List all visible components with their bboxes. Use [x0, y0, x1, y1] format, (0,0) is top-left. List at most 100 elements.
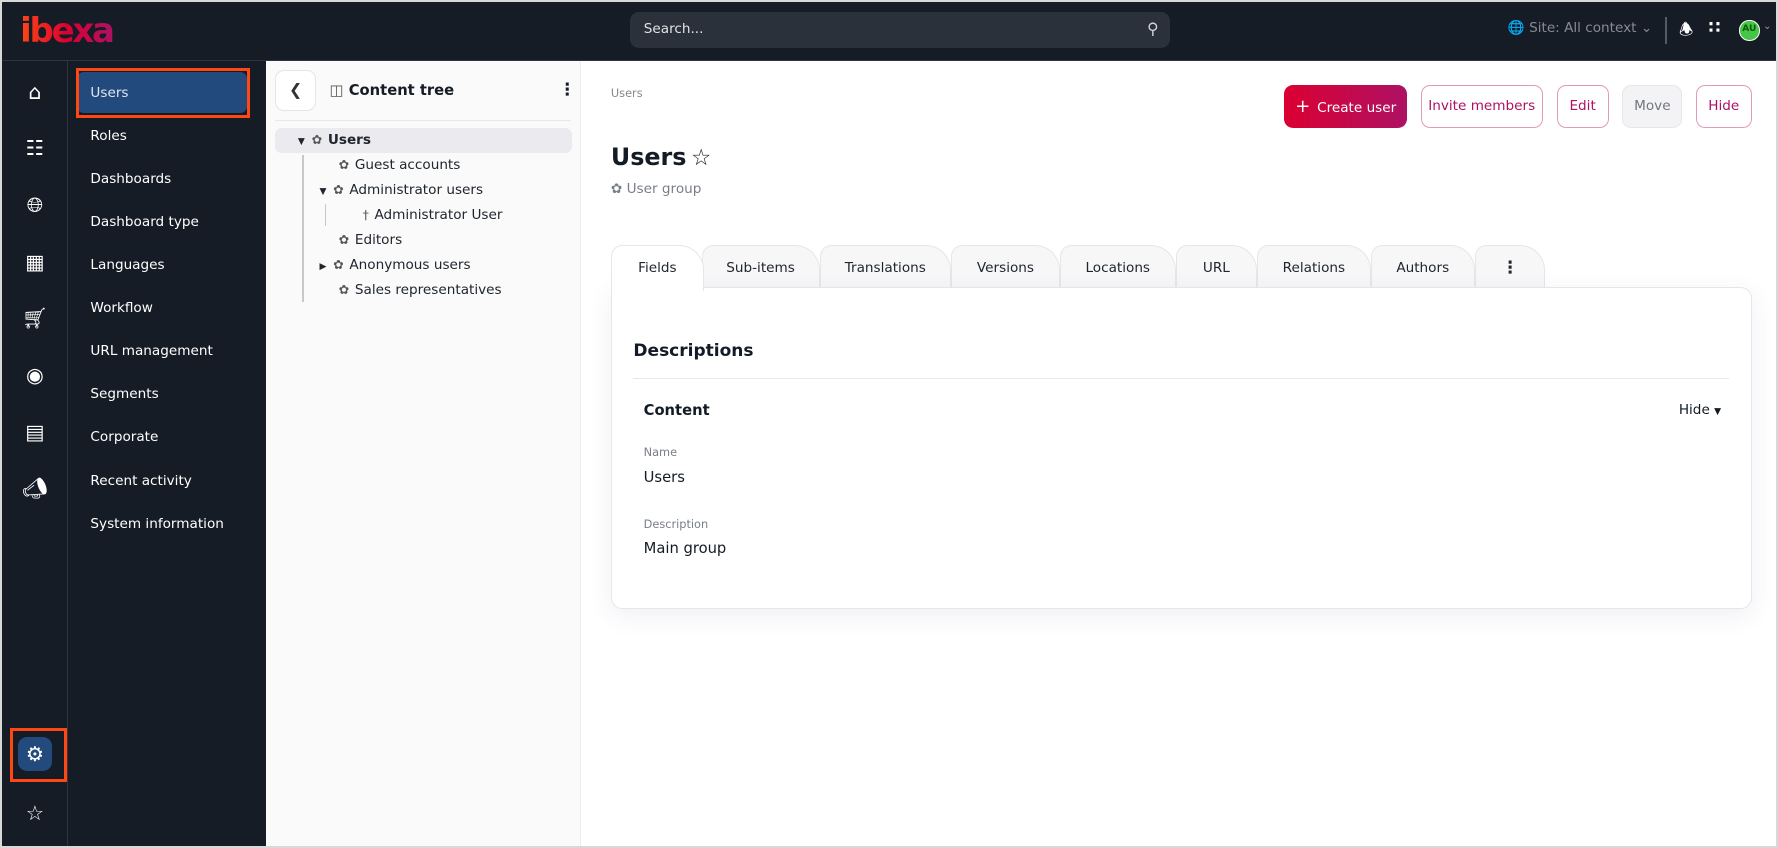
tab-locations[interactable]: Locations	[1059, 244, 1176, 288]
group-toggle-label: Hide	[1678, 402, 1710, 419]
top-bar: ibexa Search... ⚲ 🌐 Site: All context ⌄ …	[2, 2, 1776, 61]
admin-sidebar: Users Roles Dashboards Dashboard type La…	[67, 60, 267, 847]
caret-down-icon[interactable]: ▼	[319, 187, 327, 198]
hide-button[interactable]: Hide	[1696, 84, 1752, 128]
site-selector-label: Site: All context	[1529, 20, 1637, 37]
sidebar-item-dashboard-type[interactable]: Dashboard type	[90, 214, 199, 231]
tab-authors[interactable]: Authors	[1370, 244, 1475, 288]
tree-node-label: Editors	[354, 232, 403, 249]
divider	[633, 378, 1730, 380]
user-group-icon: ✿	[338, 232, 350, 248]
tree-icon: ◫	[329, 82, 344, 100]
field-label-name: Name	[643, 445, 678, 460]
user-group-icon: ✿	[338, 282, 350, 298]
tab-url[interactable]: URL	[1175, 244, 1258, 288]
divider	[1665, 16, 1667, 44]
ibexa-logo[interactable]: ibexa	[20, 11, 115, 52]
tree-node-administrator-user[interactable]: † Administrator User	[363, 207, 503, 223]
user-group-icon: ✿	[338, 157, 350, 173]
edit-button[interactable]: Edit	[1556, 84, 1609, 128]
avatar[interactable]: AU	[1739, 20, 1760, 41]
content-tree-title-text: Content tree	[348, 82, 455, 100]
chevron-down-icon: ⌄	[1640, 20, 1653, 37]
highlight-box	[9, 727, 67, 783]
content-type: ✿ User group	[611, 181, 702, 197]
bookmark-star-icon[interactable]: ☆	[690, 144, 712, 171]
product-catalog-icon[interactable]: ▦	[25, 249, 45, 274]
sidebar-item-url-management[interactable]: URL management	[90, 343, 213, 360]
tab-sub-items[interactable]: Sub-items	[701, 244, 820, 288]
sidebar-item-recent-activity[interactable]: Recent activity	[90, 472, 192, 489]
tree-node-label: Sales representatives	[354, 282, 502, 299]
sidebar-item-workflow[interactable]: Workflow	[90, 300, 153, 317]
sidebar-item-languages[interactable]: Languages	[90, 257, 165, 274]
search-input[interactable]: Search... ⚲	[630, 12, 1170, 49]
page-title-text: Users	[610, 142, 687, 171]
star-icon[interactable]: ☆	[25, 800, 45, 825]
sidebar-item-roles[interactable]: Roles	[90, 127, 127, 144]
sidebar-item-dashboards[interactable]: Dashboards	[90, 170, 172, 187]
tree-node-label: Administrator users	[349, 182, 484, 199]
more-tabs-icon[interactable]: ⋮	[1474, 244, 1546, 288]
home-icon[interactable]: ⌂	[28, 79, 42, 104]
user-group-icon: ✿	[333, 257, 344, 273]
section-title: Descriptions	[633, 340, 754, 361]
sidebar-item-users[interactable]: Users	[76, 72, 247, 114]
create-user-label: Create user	[1317, 99, 1397, 116]
apps-grid-icon[interactable]: ∷	[1708, 17, 1721, 38]
invite-members-button[interactable]: Invite members	[1420, 84, 1543, 128]
tree-node-editors[interactable]: ✿ Editors	[339, 232, 402, 248]
tab-relations[interactable]: Relations	[1257, 244, 1371, 288]
user-group-icon: ✿	[311, 132, 323, 148]
field-value-name: Users	[643, 469, 685, 487]
user-group-icon: ✿	[333, 182, 344, 198]
caret-down-icon[interactable]: ▼	[297, 137, 305, 148]
move-button[interactable]: Move	[1622, 84, 1683, 128]
more-options-icon[interactable]: ⋮	[558, 80, 576, 101]
create-user-button[interactable]: + Create user	[1284, 84, 1407, 128]
tree-node-administrator-users[interactable]: ▼ ✿ Administrator users	[319, 182, 483, 198]
sitemap-icon[interactable]: ☷	[25, 136, 45, 161]
customer-targeting-icon[interactable]: ◉	[25, 363, 44, 388]
tree-node-sales-representatives[interactable]: ✿ Sales representatives	[339, 282, 502, 298]
sidebar-item-corporate[interactable]: Corporate	[90, 429, 159, 446]
chevron-down-icon[interactable]: ⌄	[1762, 21, 1772, 33]
search-icon[interactable]: ⚲	[1146, 19, 1159, 38]
tab-translations[interactable]: Translations	[819, 244, 952, 288]
caret-right-icon[interactable]: ▶	[319, 262, 327, 273]
user-group-icon: ✿	[610, 181, 623, 198]
tree-node-label: Users	[327, 132, 371, 149]
cart-icon[interactable]: 🛒︎	[21, 306, 48, 331]
field-value-description: Main group	[643, 540, 727, 558]
tree-node-users[interactable]: ▼ ✿ Users	[298, 132, 371, 148]
tab-fields[interactable]: Fields	[610, 244, 704, 292]
fields-panel: Descriptions Content Hide ▼ Name Users D…	[610, 286, 1752, 609]
sidebar-item-system-information[interactable]: System information	[90, 515, 224, 532]
globe-icon[interactable]: 🌐︎	[26, 192, 44, 217]
search-placeholder: Search...	[643, 21, 704, 38]
divider	[275, 119, 572, 122]
field-label-description: Description	[643, 516, 709, 531]
tree-guide-line	[325, 203, 327, 227]
page-title: Users ☆	[611, 143, 711, 171]
tree-guide-line	[302, 155, 304, 303]
content-type-label: User group	[626, 181, 702, 198]
bell-icon[interactable]: 🕭︎	[1679, 19, 1694, 39]
content-tree-panel: ❮ ◫ Content tree ⋮ ▼ ✿ Users ✿ Guest accoun…	[266, 60, 582, 847]
collapse-tree-button[interactable]: ❮	[275, 70, 317, 111]
sidebar-item-segments[interactable]: Segments	[90, 386, 159, 403]
tree-node-label: Anonymous users	[349, 257, 471, 274]
globe-icon: 🌐	[1507, 20, 1525, 37]
gear-icon[interactable]: ⚙	[17, 736, 52, 771]
tree-selection	[275, 127, 573, 153]
group-title: Content	[643, 402, 710, 420]
tree-node-guest-accounts[interactable]: ✿ Guest accounts	[339, 157, 461, 173]
tree-node-anonymous-users[interactable]: ▶ ✿ Anonymous users	[319, 257, 470, 273]
group-toggle[interactable]: Hide ▼	[1679, 402, 1721, 418]
breadcrumb[interactable]: Users	[610, 85, 643, 100]
tab-versions[interactable]: Versions	[951, 244, 1060, 288]
megaphone-icon[interactable]: 📣︎	[21, 476, 48, 501]
site-selector[interactable]: 🌐 Site: All context ⌄	[1508, 20, 1652, 36]
form-icon[interactable]: ▤	[25, 419, 45, 444]
